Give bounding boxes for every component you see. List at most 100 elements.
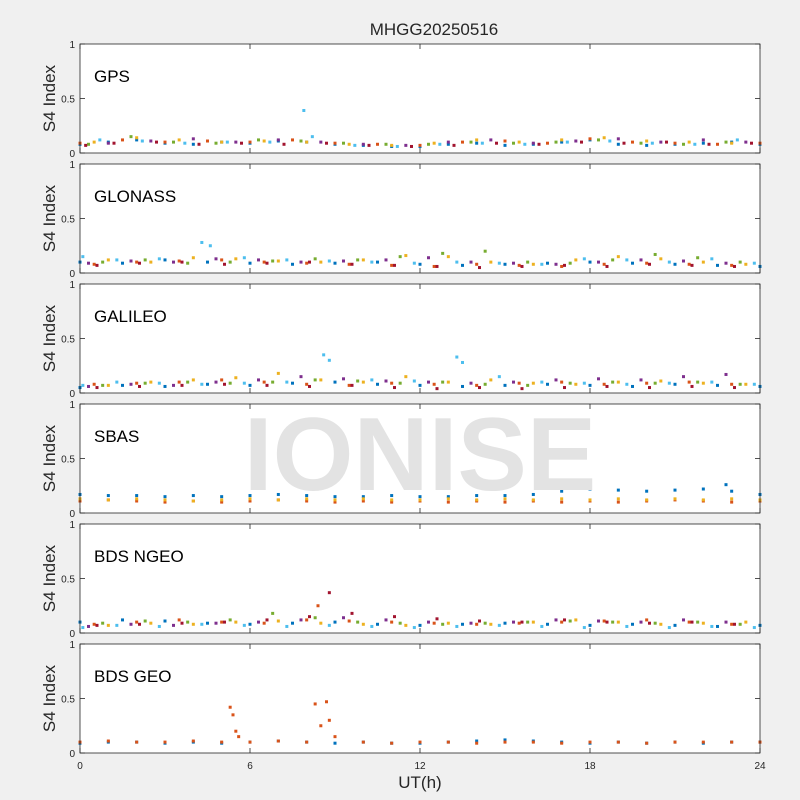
data-point (393, 386, 396, 390)
data-point (588, 487, 592, 491)
series-4 (106, 137, 748, 147)
data-point (517, 381, 521, 385)
data-point (701, 487, 705, 491)
data-point (730, 489, 734, 493)
data-point (135, 494, 139, 498)
data-point (390, 500, 394, 504)
data-point (81, 383, 85, 387)
data-point (693, 142, 697, 146)
subplot-sbas: 0 0.5 1 SBAS S4 Index (40, 400, 762, 520)
y-tick-label: 1 (69, 520, 75, 531)
data-point (512, 620, 515, 624)
data-point (738, 622, 742, 626)
data-point (220, 740, 224, 744)
data-point (177, 380, 181, 384)
data-point (257, 258, 260, 262)
data-point (478, 386, 481, 390)
data-point (710, 257, 714, 261)
y-axis-label: S4 Index (40, 64, 59, 132)
data-point (441, 622, 445, 626)
data-point (265, 618, 269, 622)
data-point (475, 739, 479, 743)
panel-label: SBAS (94, 427, 139, 446)
series-2 (78, 700, 762, 745)
data-point (738, 260, 742, 264)
data-point (588, 137, 592, 141)
data-point (540, 380, 544, 384)
data-point (432, 621, 436, 625)
data-point (645, 498, 649, 502)
data-point (483, 249, 487, 253)
data-point (588, 383, 592, 387)
data-point (106, 258, 110, 262)
y-tick-label: 0 (69, 509, 75, 520)
data-point (432, 382, 436, 386)
data-point (223, 620, 226, 624)
data-point (370, 378, 374, 382)
data-point (427, 142, 430, 146)
data-point (376, 142, 379, 146)
data-point (724, 140, 728, 144)
series-4 (87, 616, 728, 628)
data-point (568, 381, 572, 385)
data-point (135, 497, 139, 501)
data-point (560, 741, 564, 745)
data-point (605, 264, 609, 268)
data-point (517, 621, 521, 625)
data-point (418, 740, 422, 744)
series-3 (106, 254, 748, 266)
data-point (361, 622, 365, 626)
data-point (370, 624, 374, 628)
data-point (701, 138, 705, 142)
data-point (313, 616, 317, 620)
x-tick-label: 0 (77, 761, 83, 772)
data-point (441, 380, 445, 384)
data-point (611, 258, 615, 262)
data-point (452, 143, 456, 147)
data-point (554, 378, 558, 382)
data-point (121, 383, 124, 387)
data-point (177, 618, 181, 622)
data-point (333, 741, 337, 745)
data-point (220, 258, 224, 262)
data-point (305, 494, 309, 498)
panel-label: GALILEO (94, 307, 167, 326)
data-point (183, 141, 187, 145)
data-point (291, 138, 294, 142)
data-point (475, 141, 479, 145)
y-tick-label: 1 (69, 640, 75, 651)
data-point (81, 255, 85, 259)
data-point (611, 380, 615, 384)
data-point (744, 140, 748, 144)
data-point (531, 498, 535, 502)
data-point (665, 140, 668, 144)
data-point (191, 378, 195, 382)
data-point (390, 494, 394, 498)
y-tick-label: 0 (69, 149, 75, 160)
data-point (129, 622, 133, 626)
data-point (248, 622, 252, 626)
data-point (390, 263, 394, 267)
data-point (531, 262, 535, 266)
data-point (497, 261, 501, 265)
data-point (367, 143, 371, 147)
series-6 (81, 353, 756, 387)
data-point (228, 260, 232, 264)
data-point (225, 140, 229, 144)
data-point (361, 499, 365, 503)
data-point (520, 264, 524, 268)
data-point (673, 382, 677, 386)
data-point (659, 257, 663, 261)
data-point (361, 495, 365, 499)
data-point (733, 386, 736, 390)
data-point (520, 620, 524, 624)
data-point (347, 383, 351, 387)
data-point (696, 380, 700, 384)
data-point (276, 371, 280, 375)
data-point (560, 380, 564, 384)
data-point (588, 623, 592, 627)
data-point (475, 494, 479, 498)
data-point (461, 360, 464, 364)
data-point (106, 739, 110, 743)
data-point (752, 261, 756, 265)
